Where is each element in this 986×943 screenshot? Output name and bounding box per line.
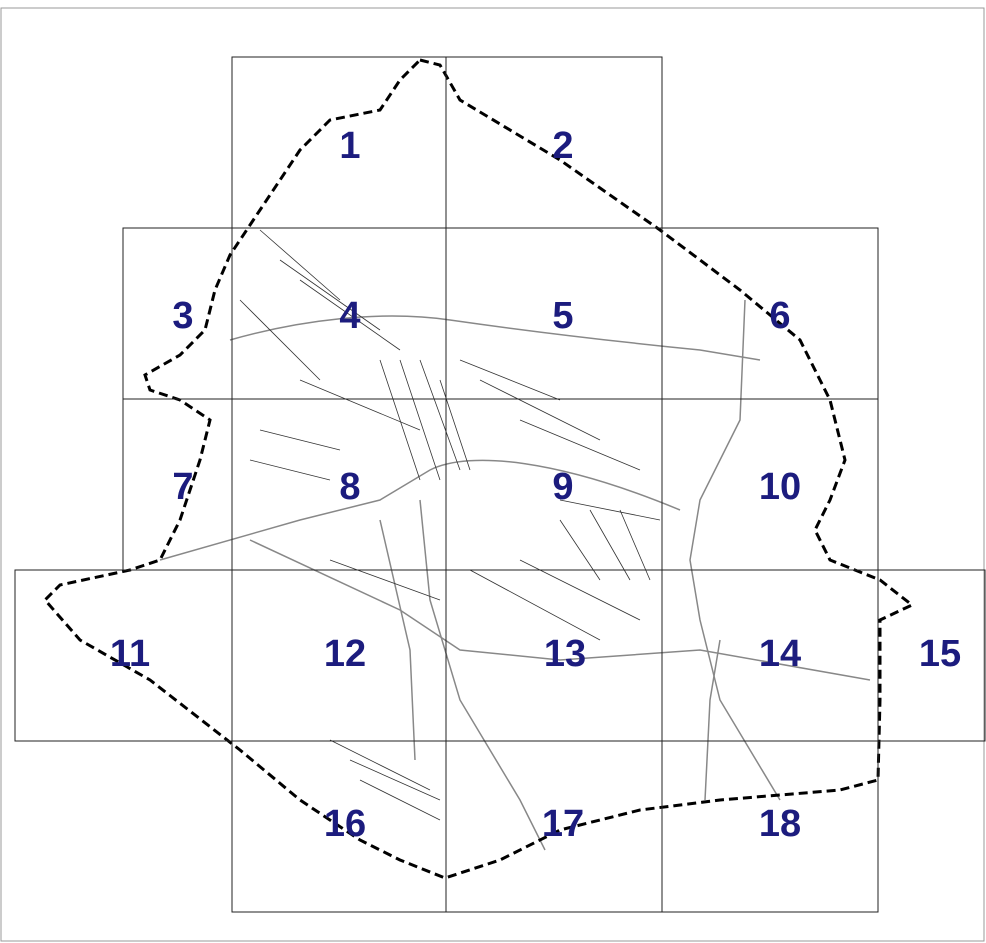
tile-label: 18 [759,803,801,845]
tile-label: 4 [339,295,360,337]
tile-label: 10 [759,466,801,508]
tile-label: 14 [759,633,801,675]
tile-label: 9 [552,466,573,508]
tile-label: 1 [339,125,360,167]
tile-labels: 1 2 3 4 5 6 7 8 9 10 11 12 13 14 15 16 1… [110,125,961,845]
frame [0,7,985,942]
boundary [42,58,915,880]
tile-label: 11 [110,633,150,675]
tile-label: 5 [552,295,573,337]
tile-label: 8 [339,466,360,508]
tile-label: 15 [919,633,961,675]
tile-label: 3 [172,295,193,337]
tile-label: 2 [552,125,573,167]
tile-label: 6 [769,295,790,337]
tile-label: 17 [542,803,584,845]
tile-label: 12 [324,633,366,675]
tile-label: 13 [544,633,586,675]
tile-grid [14,56,986,913]
tile-label: 7 [172,466,193,508]
streets [159,229,871,851]
tile-label: 16 [324,803,366,845]
